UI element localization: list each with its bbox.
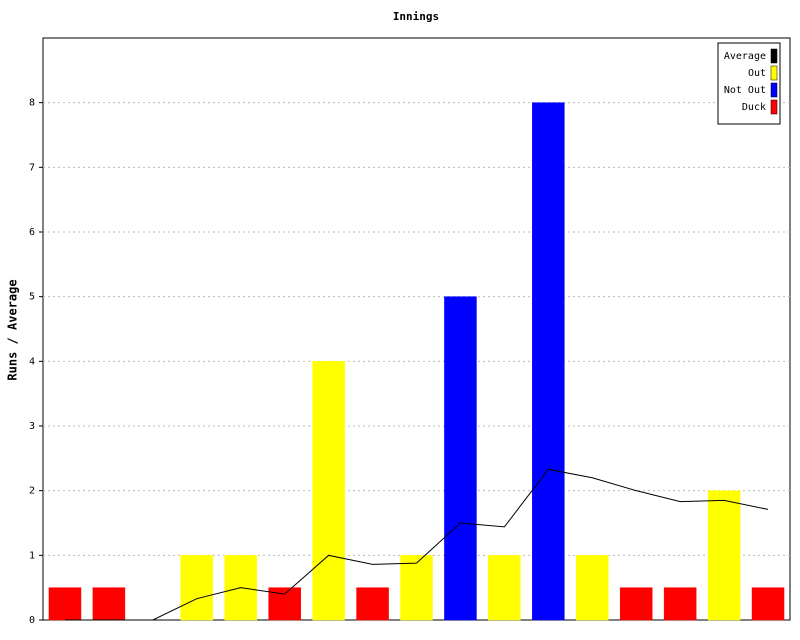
- bar: [619, 587, 653, 621]
- bar: [356, 587, 389, 621]
- legend-swatch: [770, 65, 778, 81]
- legend-swatch: [770, 99, 778, 115]
- bar: [444, 296, 477, 621]
- plot-frame: [42, 37, 791, 621]
- legend-box: [717, 42, 781, 125]
- bar: [663, 587, 697, 621]
- y-tick-label: 6: [29, 227, 35, 238]
- y-tick-label: 0: [29, 615, 35, 626]
- y-tick-label: 1: [29, 550, 35, 561]
- y-tick-label: 4: [29, 356, 35, 367]
- bar: [48, 587, 82, 621]
- y-tick-label: 2: [29, 486, 35, 497]
- bar: [707, 490, 741, 621]
- bar: [751, 587, 785, 621]
- y-tick-label: 5: [29, 292, 35, 303]
- bar: [400, 555, 433, 621]
- y-tick-label: 7: [29, 162, 35, 173]
- chart-title: Innings: [393, 10, 439, 23]
- bar: [488, 555, 521, 621]
- bar: [92, 587, 126, 621]
- legend-label: Out: [748, 68, 766, 79]
- average-line: [64, 468, 769, 621]
- legend-label: Average: [724, 51, 766, 62]
- y-axis-label: Runs / Average: [6, 279, 20, 380]
- bar: [180, 555, 214, 621]
- legend-swatch: [770, 48, 778, 64]
- bar: [224, 555, 257, 621]
- legend-label: Not Out: [724, 85, 766, 96]
- bar: [576, 555, 609, 621]
- legend-swatch: [770, 82, 778, 98]
- bar: [532, 102, 565, 621]
- bar: [312, 361, 345, 621]
- legend-label: Duck: [742, 102, 766, 113]
- y-tick-label: 8: [29, 98, 35, 109]
- y-tick-label: 3: [29, 421, 35, 432]
